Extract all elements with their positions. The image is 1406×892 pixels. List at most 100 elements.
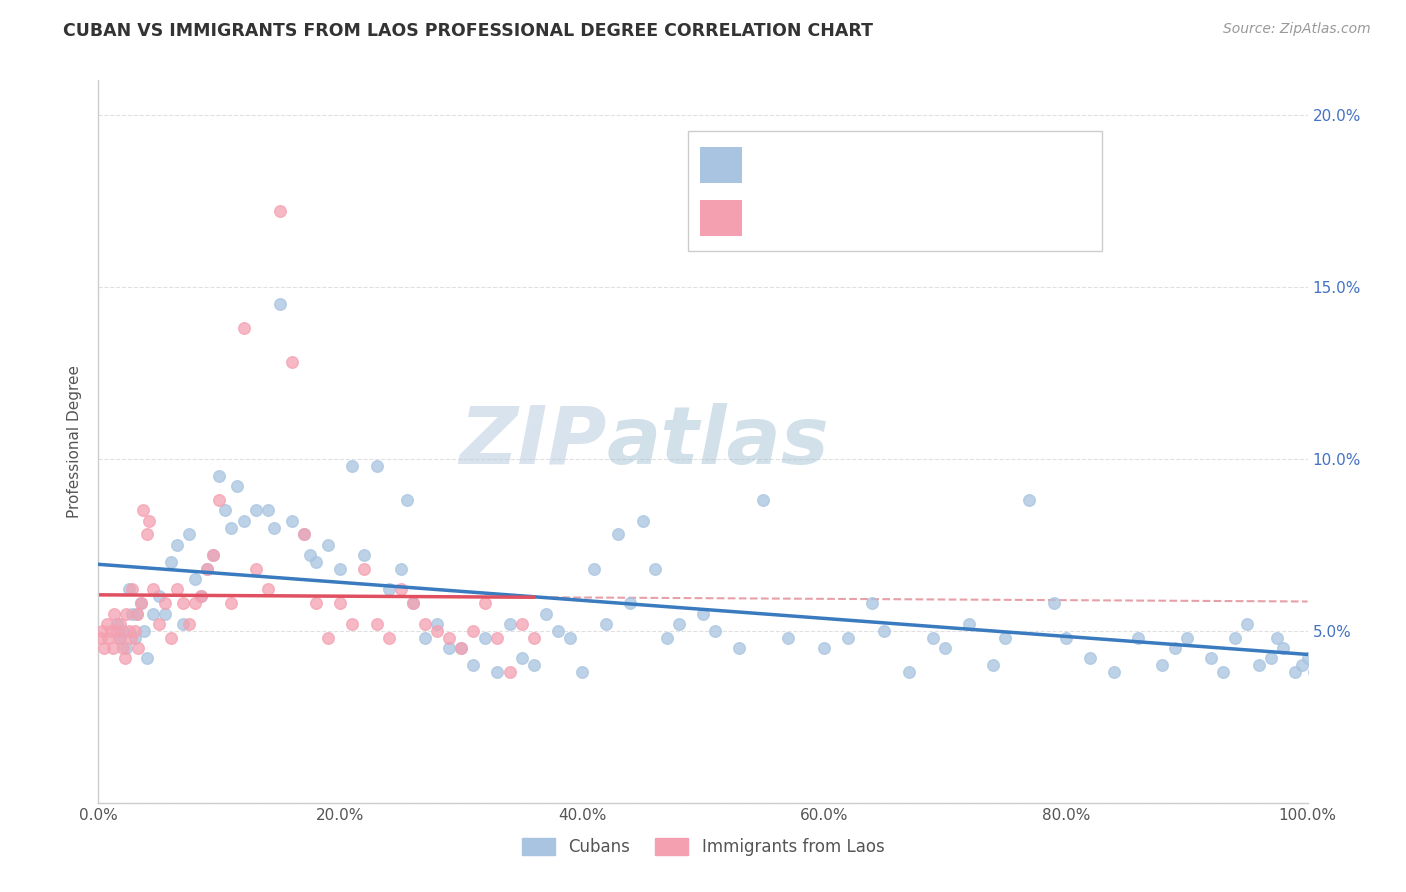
Point	[129, 596, 152, 610]
Point	[957, 616, 980, 631]
Point	[148, 616, 170, 631]
Point	[377, 582, 399, 597]
Point	[90, 631, 112, 645]
Point	[595, 616, 617, 631]
Point	[105, 624, 128, 638]
Point	[644, 562, 666, 576]
Point	[208, 493, 231, 508]
Point	[195, 562, 218, 576]
Point	[1078, 651, 1101, 665]
Text: N = 105: N = 105	[936, 157, 1008, 172]
Point	[202, 548, 225, 562]
Point	[108, 631, 131, 645]
Point	[281, 514, 304, 528]
Point	[1320, 631, 1343, 645]
Point	[118, 582, 141, 597]
Point	[498, 665, 520, 679]
Point	[1296, 651, 1319, 665]
Point	[111, 624, 134, 638]
Point	[232, 514, 254, 528]
Point	[329, 596, 352, 610]
Point	[97, 631, 120, 645]
Point	[292, 527, 315, 541]
Point	[728, 640, 751, 655]
Point	[413, 631, 436, 645]
Point	[221, 520, 243, 534]
Point	[619, 596, 641, 610]
Point	[91, 624, 114, 638]
Point	[1267, 631, 1289, 645]
Point	[437, 640, 460, 655]
Point	[142, 582, 165, 597]
Point	[655, 631, 678, 645]
Point	[281, 355, 304, 369]
Point	[1260, 651, 1282, 665]
Point	[316, 538, 339, 552]
Point	[256, 582, 278, 597]
Point	[184, 572, 207, 586]
Point	[127, 607, 149, 621]
Point	[377, 631, 399, 645]
Point	[1284, 665, 1306, 679]
Point	[179, 527, 201, 541]
Point	[607, 527, 630, 541]
Point	[994, 631, 1017, 645]
Point	[413, 616, 436, 631]
Point	[1102, 665, 1125, 679]
Point	[134, 624, 156, 638]
Point	[214, 503, 236, 517]
Point	[437, 631, 460, 645]
Point	[547, 624, 569, 638]
Point	[245, 562, 267, 576]
Point	[571, 665, 593, 679]
Point	[668, 616, 690, 631]
Point	[208, 469, 231, 483]
Point	[498, 616, 520, 631]
Text: ZIP: ZIP	[458, 402, 606, 481]
Point	[523, 631, 546, 645]
Point	[510, 651, 533, 665]
Point	[120, 631, 142, 645]
Point	[426, 616, 449, 631]
Point	[1236, 616, 1258, 631]
Point	[305, 596, 328, 610]
Point	[195, 562, 218, 576]
Text: Source: ZipAtlas.com: Source: ZipAtlas.com	[1223, 22, 1371, 37]
Point	[160, 631, 183, 645]
Point	[135, 651, 157, 665]
Point	[921, 631, 943, 645]
Point	[1315, 651, 1337, 665]
Point	[583, 562, 606, 576]
Text: atlas: atlas	[606, 402, 830, 481]
Point	[463, 658, 485, 673]
Point	[897, 665, 920, 679]
Text: CUBAN VS IMMIGRANTS FROM LAOS PROFESSIONAL DEGREE CORRELATION CHART: CUBAN VS IMMIGRANTS FROM LAOS PROFESSION…	[63, 22, 873, 40]
Point	[305, 555, 328, 569]
Point	[1042, 596, 1064, 610]
Point	[138, 514, 160, 528]
Point	[316, 631, 339, 645]
Point	[153, 607, 176, 621]
Point	[474, 596, 496, 610]
Point	[463, 624, 485, 638]
Point	[329, 562, 352, 576]
Point	[342, 616, 364, 631]
Point	[1163, 640, 1185, 655]
Text: N =   62: N = 62	[936, 211, 1008, 225]
Point	[172, 616, 194, 631]
Point	[172, 596, 194, 610]
Point	[1291, 658, 1313, 673]
Point	[105, 616, 128, 631]
Point	[111, 640, 134, 655]
Point	[127, 640, 149, 655]
Point	[1128, 631, 1150, 645]
Point	[366, 616, 388, 631]
Point	[353, 562, 375, 576]
Point	[426, 624, 449, 638]
Point	[160, 555, 183, 569]
Point	[121, 607, 143, 621]
Point	[148, 590, 170, 604]
Point	[190, 590, 212, 604]
Point	[166, 582, 188, 597]
Point	[752, 493, 775, 508]
